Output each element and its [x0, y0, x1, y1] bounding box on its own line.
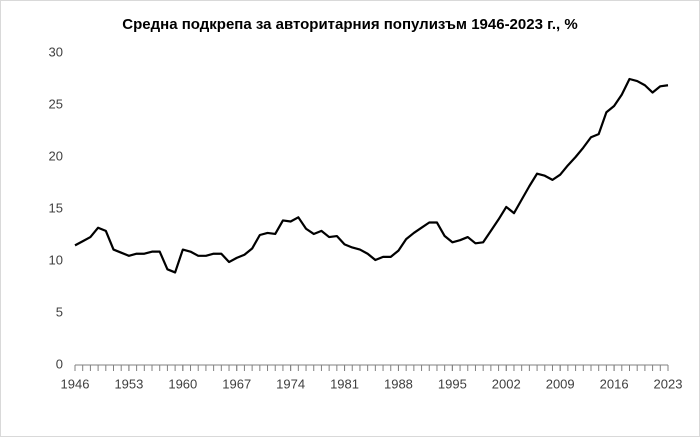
x-tick-label: 2002: [492, 376, 521, 391]
y-tick-label: 5: [56, 304, 63, 319]
x-tick-label: 1974: [276, 376, 305, 391]
x-tick-label: 1967: [222, 376, 251, 391]
x-tick-label: 2023: [654, 376, 683, 391]
x-tick-label: 1946: [61, 376, 90, 391]
y-tick-label: 20: [49, 148, 63, 163]
y-tick-label: 10: [49, 252, 63, 267]
x-tick-label: 1988: [384, 376, 413, 391]
data-line: [74, 77, 669, 274]
y-tick-label: 25: [49, 96, 63, 111]
y-tick-label: 15: [49, 200, 63, 215]
x-tick-label: 2009: [546, 376, 575, 391]
y-tick-label: 30: [49, 44, 63, 59]
x-tick-label: 1995: [438, 376, 467, 391]
x-tick-label: 2016: [600, 376, 629, 391]
chart-title: Средна подкрепа за авторитарния популизъ…: [122, 16, 577, 33]
x-tick-label: 1981: [330, 376, 359, 391]
x-tick-label: 1960: [168, 376, 197, 391]
y-tick-label: 0: [56, 356, 63, 371]
x-tick-label: 1953: [114, 376, 143, 391]
